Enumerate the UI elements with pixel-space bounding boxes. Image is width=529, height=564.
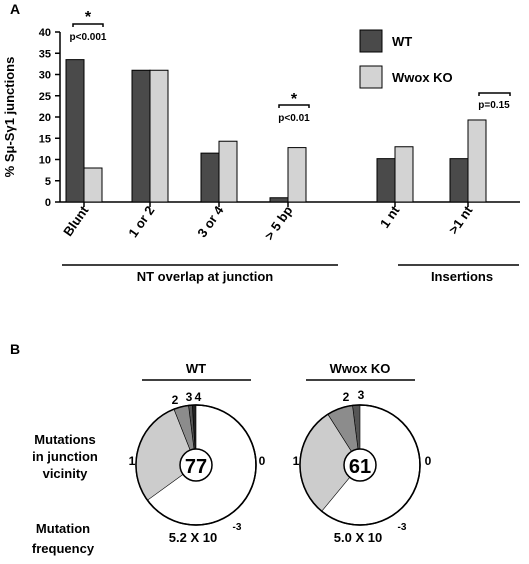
legend: WT Wwox KO xyxy=(359,29,453,89)
bar-ko xyxy=(218,140,238,203)
slice-label-1: 1 xyxy=(129,454,136,468)
y-tick-label: 5 xyxy=(45,176,51,188)
mutation-frequency-exponent-ko: -3 xyxy=(398,522,407,533)
pie-outline xyxy=(299,404,421,526)
legend-label-ko: Wwox KO xyxy=(392,70,453,85)
bar-ko xyxy=(149,69,169,203)
y-tick-label: 40 xyxy=(39,27,51,39)
slice-label-1: 1 xyxy=(293,454,300,468)
slice-label-3: 3 xyxy=(358,388,365,402)
panel-a: A 0 5 10 15 20 25 30 35 40 % Sμ-Sγ1 junctions Bl… xyxy=(2,1,520,284)
bar-wt xyxy=(449,158,469,203)
y-tick-label: 20 xyxy=(39,112,51,124)
slice-label-3: 3 xyxy=(186,390,193,404)
group-label-insertions: Insertions xyxy=(431,269,493,284)
slice-label-0: 0 xyxy=(425,454,432,468)
bar-wt xyxy=(131,69,151,203)
mutation-frequency-wt: 5.2 X 10 xyxy=(169,530,217,545)
legend-label-wt: WT xyxy=(392,34,412,49)
annotation-5bp: * p<0.01 xyxy=(278,91,310,124)
pie-title-ko: Wwox KO xyxy=(330,361,391,376)
row-label-line: frequency xyxy=(32,541,95,556)
slice-label-0: 0 xyxy=(259,454,266,468)
mutation-frequency-ko: 5.0 X 10 xyxy=(334,530,382,545)
row-label-line: Mutation xyxy=(36,521,90,536)
y-tick-label: 30 xyxy=(39,70,51,82)
panel-a-label: A xyxy=(10,1,20,17)
x-tick-label: 1 or 2 xyxy=(125,203,157,240)
mutation-frequency-exponent-wt: -3 xyxy=(233,522,242,533)
row-label-line: in junction xyxy=(32,449,98,464)
bar-wt xyxy=(65,59,85,203)
row-label-line: Mutations xyxy=(34,432,95,447)
pie-outline xyxy=(135,404,257,526)
pie-center-circle xyxy=(179,448,213,482)
bar-wt xyxy=(376,158,396,203)
slice-label-2: 2 xyxy=(343,390,350,404)
y-tick-label: 35 xyxy=(39,48,51,60)
significance-bracket xyxy=(72,23,104,27)
x-tick-label: >1 nt xyxy=(446,203,476,237)
pie-chart-ko: Wwox KO 61 2 3 1 0 5.0 X 10 -3 xyxy=(293,361,432,545)
significance-star: * xyxy=(85,9,92,26)
slice-label-2: 2 xyxy=(172,393,179,407)
y-tick-label: 15 xyxy=(39,133,51,145)
p-value-label: p<0.01 xyxy=(278,113,310,124)
row-label-frequency: Mutation frequency xyxy=(32,521,95,556)
row-label-mutations: Mutations in junction vicinity xyxy=(32,432,98,481)
y-tick-label: 25 xyxy=(39,91,51,103)
bar-ko xyxy=(287,147,307,203)
y-axis-ticks: 0 5 10 15 20 25 30 35 40 xyxy=(39,27,60,209)
y-axis-label: % Sμ-Sγ1 junctions xyxy=(2,57,17,178)
row-label-line: vicinity xyxy=(43,466,89,481)
x-tick-label: 1 nt xyxy=(377,203,403,231)
bar-wt xyxy=(269,197,289,203)
x-tick-labels: Blunt 1 or 2 3 or 4 > 5 bp 1 nt >1 nt xyxy=(60,202,476,243)
pie-title-wt: WT xyxy=(186,361,206,376)
legend-swatch-ko xyxy=(359,65,383,89)
legend-swatch-wt xyxy=(359,29,383,53)
panel-b: B Mutations in junction vicinity Mutatio… xyxy=(10,341,432,556)
significance-bracket xyxy=(478,92,511,96)
y-tick-label: 10 xyxy=(39,155,51,167)
bar-wt xyxy=(200,152,220,203)
significance-bracket xyxy=(278,104,310,108)
annotation-blunt: * p<0.001 xyxy=(70,9,107,43)
significance-star: * xyxy=(291,91,298,108)
x-tick-label: 3 or 4 xyxy=(194,202,227,240)
panel-b-label: B xyxy=(10,341,20,357)
bars xyxy=(65,59,487,203)
pie-chart-wt: WT 77 2 3 4 1 0 5.2 X 10 -3 xyxy=(129,361,266,545)
bar-ko xyxy=(83,167,103,203)
pie-center-circle xyxy=(343,448,377,482)
y-tick-label: 0 xyxy=(45,197,51,209)
x-tick-label: > 5 bp xyxy=(261,203,295,243)
p-value-label: p=0.15 xyxy=(478,100,510,111)
group-label-nt-overlap: NT overlap at junction xyxy=(137,269,274,284)
bar-ko xyxy=(394,146,414,203)
annotation-insertions: p=0.15 xyxy=(478,92,511,111)
p-value-label: p<0.001 xyxy=(70,32,107,43)
pie-center-value: 61 xyxy=(349,456,371,478)
slice-label-4: 4 xyxy=(195,390,202,404)
bar-ko xyxy=(467,119,487,203)
x-tick-label: Blunt xyxy=(60,203,92,239)
pie-center-value: 77 xyxy=(185,456,207,478)
